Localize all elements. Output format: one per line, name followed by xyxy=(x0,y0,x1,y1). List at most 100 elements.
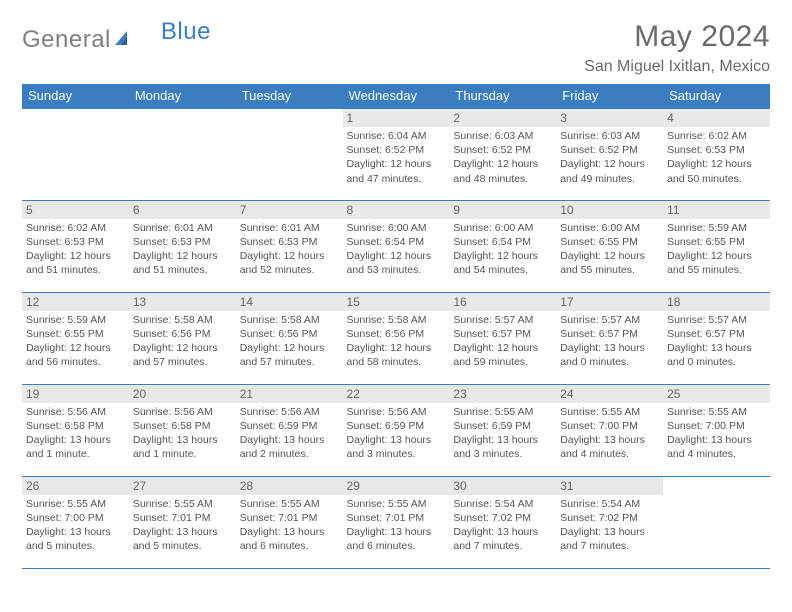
day-info: Sunrise: 5:54 AMSunset: 7:02 PMDaylight:… xyxy=(560,497,659,554)
day-number: 14 xyxy=(236,293,343,311)
calendar-week-row: 19Sunrise: 5:56 AMSunset: 6:58 PMDayligh… xyxy=(22,384,770,476)
calendar-cell: 13Sunrise: 5:58 AMSunset: 6:56 PMDayligh… xyxy=(129,292,236,384)
calendar-header-row: SundayMondayTuesdayWednesdayThursdayFrid… xyxy=(22,84,770,108)
day-number: 27 xyxy=(129,477,236,495)
day-number: 2 xyxy=(449,109,556,127)
day-number: 26 xyxy=(22,477,129,495)
calendar-cell xyxy=(22,108,129,200)
day-info: Sunrise: 6:02 AMSunset: 6:53 PMDaylight:… xyxy=(667,129,766,186)
day-number: 20 xyxy=(129,385,236,403)
day-info: Sunrise: 6:01 AMSunset: 6:53 PMDaylight:… xyxy=(240,221,339,278)
calendar-body: 1 Sunrise: 6:04 AMSunset: 6:52 PMDaylight… xyxy=(22,108,770,568)
day-number: 1 xyxy=(343,109,450,127)
day-number: 24 xyxy=(556,385,663,403)
calendar-cell: 5 Sunrise: 6:02 AMSunset: 6:53 PMDaylight… xyxy=(22,200,129,292)
calendar-week-row: 5 Sunrise: 6:02 AMSunset: 6:53 PMDaylight… xyxy=(22,200,770,292)
calendar-cell: 18 Sunrise: 5:57 AMSunset: 6:57 PMDayligh… xyxy=(663,292,770,384)
day-number: 18 xyxy=(663,293,770,311)
day-number: 28 xyxy=(236,477,343,495)
day-info: Sunrise: 5:59 AMSunset: 6:55 PMDaylight:… xyxy=(26,313,125,370)
day-number: 25 xyxy=(663,385,770,403)
calendar-cell: 22Sunrise: 5:56 AMSunset: 6:59 PMDayligh… xyxy=(343,384,450,476)
calendar-cell: 28Sunrise: 5:55 AMSunset: 7:01 PMDayligh… xyxy=(236,476,343,568)
day-number: 31 xyxy=(556,477,663,495)
weekday-header: Friday xyxy=(556,84,663,108)
day-info: Sunrise: 5:59 AMSunset: 6:55 PMDaylight:… xyxy=(667,221,766,278)
calendar-cell: 1 Sunrise: 6:04 AMSunset: 6:52 PMDaylight… xyxy=(343,108,450,200)
weekday-header: Sunday xyxy=(22,84,129,108)
calendar-week-row: 12 Sunrise: 5:59 AMSunset: 6:55 PMDayligh… xyxy=(22,292,770,384)
weekday-header: Thursday xyxy=(449,84,556,108)
calendar-cell: 27 Sunrise: 5:55 AMSunset: 7:01 PMDayligh… xyxy=(129,476,236,568)
day-info: Sunrise: 5:58 AMSunset: 6:56 PMDaylight:… xyxy=(133,313,232,370)
day-number: 16 xyxy=(449,293,556,311)
day-number: 29 xyxy=(343,477,450,495)
day-info: Sunrise: 6:04 AMSunset: 6:52 PMDaylight:… xyxy=(347,129,446,186)
calendar-table: SundayMondayTuesdayWednesdayThursdayFrid… xyxy=(22,84,770,569)
day-info: Sunrise: 6:02 AMSunset: 6:53 PMDaylight:… xyxy=(26,221,125,278)
calendar-cell: 9 Sunrise: 6:00 AMSunset: 6:54 PMDaylight… xyxy=(449,200,556,292)
day-info: Sunrise: 6:00 AMSunset: 6:55 PMDaylight:… xyxy=(560,221,659,278)
logo-text-general: General xyxy=(22,26,111,54)
calendar-cell: 10 Sunrise: 6:00 AMSunset: 6:55 PMDayligh… xyxy=(556,200,663,292)
day-number: 12 xyxy=(22,293,129,311)
calendar-cell: 20 Sunrise: 5:56 AMSunset: 6:58 PMDayligh… xyxy=(129,384,236,476)
day-info: Sunrise: 5:58 AMSunset: 6:56 PMDaylight:… xyxy=(240,313,339,370)
calendar-cell: 3 Sunrise: 6:03 AMSunset: 6:52 PMDaylight… xyxy=(556,108,663,200)
day-number: 10 xyxy=(556,201,663,219)
calendar-cell: 24 Sunrise: 5:55 AMSunset: 7:00 PMDayligh… xyxy=(556,384,663,476)
calendar-week-row: 1 Sunrise: 6:04 AMSunset: 6:52 PMDaylight… xyxy=(22,108,770,200)
weekday-header: Wednesday xyxy=(343,84,450,108)
calendar-cell: 17 Sunrise: 5:57 AMSunset: 6:57 PMDayligh… xyxy=(556,292,663,384)
day-info: Sunrise: 6:00 AMSunset: 6:54 PMDaylight:… xyxy=(453,221,552,278)
day-info: Sunrise: 5:55 AMSunset: 7:00 PMDaylight:… xyxy=(560,405,659,462)
day-info: Sunrise: 5:56 AMSunset: 6:59 PMDaylight:… xyxy=(347,405,446,462)
day-info: Sunrise: 5:55 AMSunset: 7:00 PMDaylight:… xyxy=(667,405,766,462)
calendar-week-row: 26Sunrise: 5:55 AMSunset: 7:00 PMDayligh… xyxy=(22,476,770,568)
day-number: 30 xyxy=(449,477,556,495)
day-number: 9 xyxy=(449,201,556,219)
calendar-cell: 7 Sunrise: 6:01 AMSunset: 6:53 PMDaylight… xyxy=(236,200,343,292)
weekday-header: Tuesday xyxy=(236,84,343,108)
day-info: Sunrise: 6:01 AMSunset: 6:53 PMDaylight:… xyxy=(133,221,232,278)
day-info: Sunrise: 6:03 AMSunset: 6:52 PMDaylight:… xyxy=(453,129,552,186)
day-info: Sunrise: 5:55 AMSunset: 7:01 PMDaylight:… xyxy=(133,497,232,554)
day-info: Sunrise: 5:54 AMSunset: 7:02 PMDaylight:… xyxy=(453,497,552,554)
calendar-cell: 4 Sunrise: 6:02 AMSunset: 6:53 PMDaylight… xyxy=(663,108,770,200)
calendar-cell xyxy=(236,108,343,200)
day-info: Sunrise: 5:56 AMSunset: 6:58 PMDaylight:… xyxy=(133,405,232,462)
calendar-cell: 6Sunrise: 6:01 AMSunset: 6:53 PMDaylight… xyxy=(129,200,236,292)
calendar-cell: 19Sunrise: 5:56 AMSunset: 6:58 PMDayligh… xyxy=(22,384,129,476)
calendar-cell: 23 Sunrise: 5:55 AMSunset: 6:59 PMDayligh… xyxy=(449,384,556,476)
day-info: Sunrise: 5:57 AMSunset: 6:57 PMDaylight:… xyxy=(667,313,766,370)
day-info: Sunrise: 6:03 AMSunset: 6:52 PMDaylight:… xyxy=(560,129,659,186)
calendar-cell: 2 Sunrise: 6:03 AMSunset: 6:52 PMDaylight… xyxy=(449,108,556,200)
calendar-cell: 16 Sunrise: 5:57 AMSunset: 6:57 PMDayligh… xyxy=(449,292,556,384)
logo-text-blue: Blue xyxy=(161,18,211,46)
calendar-cell: 31 Sunrise: 5:54 AMSunset: 7:02 PMDayligh… xyxy=(556,476,663,568)
calendar-cell: 30 Sunrise: 5:54 AMSunset: 7:02 PMDayligh… xyxy=(449,476,556,568)
day-info: Sunrise: 5:55 AMSunset: 6:59 PMDaylight:… xyxy=(453,405,552,462)
location: San Miguel Ixitlan, Mexico xyxy=(584,58,770,76)
title-block: May 2024 San Miguel Ixitlan, Mexico xyxy=(584,20,770,76)
day-number: 21 xyxy=(236,385,343,403)
weekday-header: Saturday xyxy=(663,84,770,108)
day-number: 17 xyxy=(556,293,663,311)
day-number: 4 xyxy=(663,109,770,127)
day-info: Sunrise: 5:56 AMSunset: 6:58 PMDaylight:… xyxy=(26,405,125,462)
weekday-header: Monday xyxy=(129,84,236,108)
day-info: Sunrise: 5:57 AMSunset: 6:57 PMDaylight:… xyxy=(560,313,659,370)
calendar-cell: 15Sunrise: 5:58 AMSunset: 6:56 PMDayligh… xyxy=(343,292,450,384)
day-info: Sunrise: 5:58 AMSunset: 6:56 PMDaylight:… xyxy=(347,313,446,370)
day-info: Sunrise: 5:56 AMSunset: 6:59 PMDaylight:… xyxy=(240,405,339,462)
calendar-cell xyxy=(663,476,770,568)
day-number: 11 xyxy=(663,201,770,219)
day-number: 23 xyxy=(449,385,556,403)
calendar-cell: 12 Sunrise: 5:59 AMSunset: 6:55 PMDayligh… xyxy=(22,292,129,384)
day-number: 3 xyxy=(556,109,663,127)
day-number: 5 xyxy=(22,201,129,219)
month-title: May 2024 xyxy=(584,20,770,54)
day-info: Sunrise: 5:57 AMSunset: 6:57 PMDaylight:… xyxy=(453,313,552,370)
logo: General Blue xyxy=(22,26,211,54)
day-number: 7 xyxy=(236,201,343,219)
